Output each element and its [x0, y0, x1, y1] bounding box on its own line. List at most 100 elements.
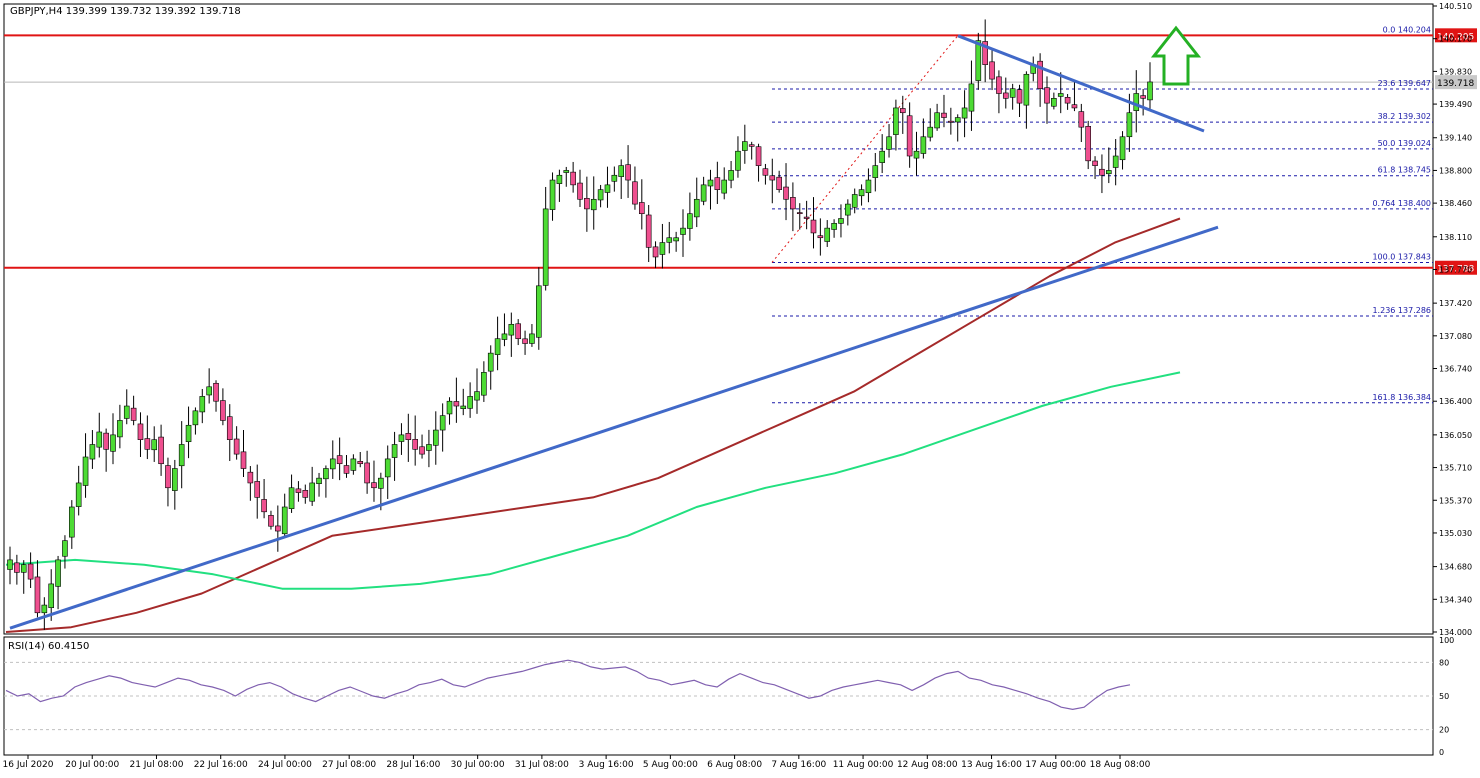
x-tick-label: 13 Aug 16:00 — [961, 760, 1022, 770]
bullish-candle — [735, 150, 741, 171]
bearish-candle — [371, 482, 377, 489]
y-tick-label: 137.080 — [1439, 332, 1472, 341]
bearish-candle — [302, 490, 309, 498]
bearish-candle — [220, 400, 226, 421]
bullish-candle — [872, 165, 879, 178]
bullish-candle — [666, 237, 673, 243]
bullish-candle — [1051, 98, 1057, 107]
bearish-candle — [158, 436, 164, 465]
bearish-candle — [577, 182, 583, 200]
bearish-candle — [515, 323, 521, 340]
bullish-candle — [378, 477, 384, 489]
bullish-candle — [55, 559, 61, 587]
y-tick-label: 139.140 — [1439, 134, 1472, 143]
x-tick-label: 11 Aug 00:00 — [833, 760, 894, 770]
y-tick-label: 136.400 — [1439, 397, 1472, 406]
bullish-candle — [172, 468, 178, 491]
bullish-candle — [48, 583, 55, 609]
bearish-candle — [817, 235, 824, 239]
bullish-candle — [700, 184, 707, 202]
y-tick-label: 135.710 — [1439, 464, 1472, 473]
bullish-candle — [151, 439, 158, 451]
y-tick-label: 137.770 — [1439, 265, 1472, 274]
x-tick-label: 31 Jul 08:00 — [515, 760, 569, 770]
bullish-candle — [824, 227, 831, 242]
bearish-candle — [714, 177, 721, 190]
bullish-candle — [309, 482, 315, 502]
bullish-candle — [487, 352, 494, 372]
bearish-candle — [645, 214, 652, 248]
bearish-candle — [14, 562, 20, 573]
ascending-trendline — [9, 225, 1219, 630]
bearish-candle — [1064, 96, 1071, 104]
bullish-candle — [934, 112, 940, 129]
y-tick-label: 134.000 — [1439, 628, 1472, 637]
bullish-candle — [117, 420, 123, 438]
bullish-candle — [350, 458, 357, 471]
bullish-candle — [879, 150, 885, 163]
bullish-candle — [680, 227, 686, 235]
bullish-candle — [590, 198, 597, 211]
x-tick-label: 6 Aug 08:00 — [707, 760, 762, 770]
bearish-candle — [1016, 89, 1023, 104]
bullish-candle — [323, 468, 329, 480]
bullish-candle — [178, 444, 185, 467]
bearish-candle — [268, 515, 274, 527]
up-arrow-icon — [1150, 25, 1202, 86]
bullish-candle — [288, 487, 295, 509]
bullish-candle — [508, 323, 515, 336]
y-tick-label: 139.830 — [1439, 67, 1472, 76]
rsi-tick-label: 20 — [1439, 726, 1449, 735]
bullish-candle — [89, 444, 96, 460]
bullish-candle — [494, 338, 501, 355]
bullish-candle — [206, 386, 212, 396]
y-tick-label: 135.370 — [1439, 496, 1472, 505]
bullish-candle — [865, 179, 872, 194]
bearish-candle — [790, 197, 796, 210]
bullish-candle — [185, 424, 192, 443]
bullish-candle — [192, 410, 199, 426]
bullish-candle — [1023, 73, 1030, 106]
bullish-candle — [742, 141, 748, 151]
bullish-candle — [1112, 155, 1119, 168]
bullish-candle — [721, 179, 728, 194]
bearish-candle — [233, 438, 240, 455]
y-tick-label: 138.800 — [1439, 166, 1472, 175]
bearish-candle — [652, 246, 659, 258]
bearish-candle — [989, 61, 995, 80]
x-tick-label: 24 Jul 00:00 — [258, 760, 312, 770]
bearish-candle — [1037, 60, 1043, 89]
x-tick-label: 22 Jul 16:00 — [194, 760, 248, 770]
bearish-candle — [1071, 104, 1078, 109]
fib-anchor-line — [771, 35, 959, 263]
bearish-candle — [982, 41, 988, 65]
x-tick-label: 18 Aug 08:00 — [1090, 760, 1151, 770]
bearish-candle — [336, 455, 343, 465]
y-tick-label: 135.030 — [1439, 529, 1472, 538]
fib-level-label: 0.764 138.400 — [1372, 199, 1431, 208]
bearish-candle — [948, 120, 954, 123]
bearish-candle — [405, 433, 412, 440]
bullish-candle — [1133, 93, 1140, 111]
bearish-candle — [796, 212, 803, 215]
y-tick-label: 134.680 — [1439, 563, 1472, 572]
bearish-candle — [769, 175, 776, 181]
bullish-candle — [1147, 81, 1153, 101]
bullish-candle — [41, 604, 48, 614]
bearish-candle — [103, 432, 109, 450]
bearish-candle — [1099, 168, 1105, 176]
bearish-candle — [783, 186, 789, 200]
bullish-candle — [831, 223, 837, 230]
bearish-candle — [213, 382, 219, 402]
y-tick-label: 136.050 — [1439, 431, 1472, 440]
bearish-candle — [247, 471, 254, 484]
bearish-candle — [357, 461, 364, 465]
rsi-tick-label: 50 — [1439, 692, 1449, 701]
bearish-candle — [165, 465, 171, 489]
bullish-candle — [535, 285, 542, 338]
bearish-candle — [996, 76, 1002, 94]
y-tick-label: 138.110 — [1439, 233, 1472, 242]
rsi-tick-label: 0 — [1439, 748, 1444, 757]
bullish-candle — [618, 165, 625, 177]
